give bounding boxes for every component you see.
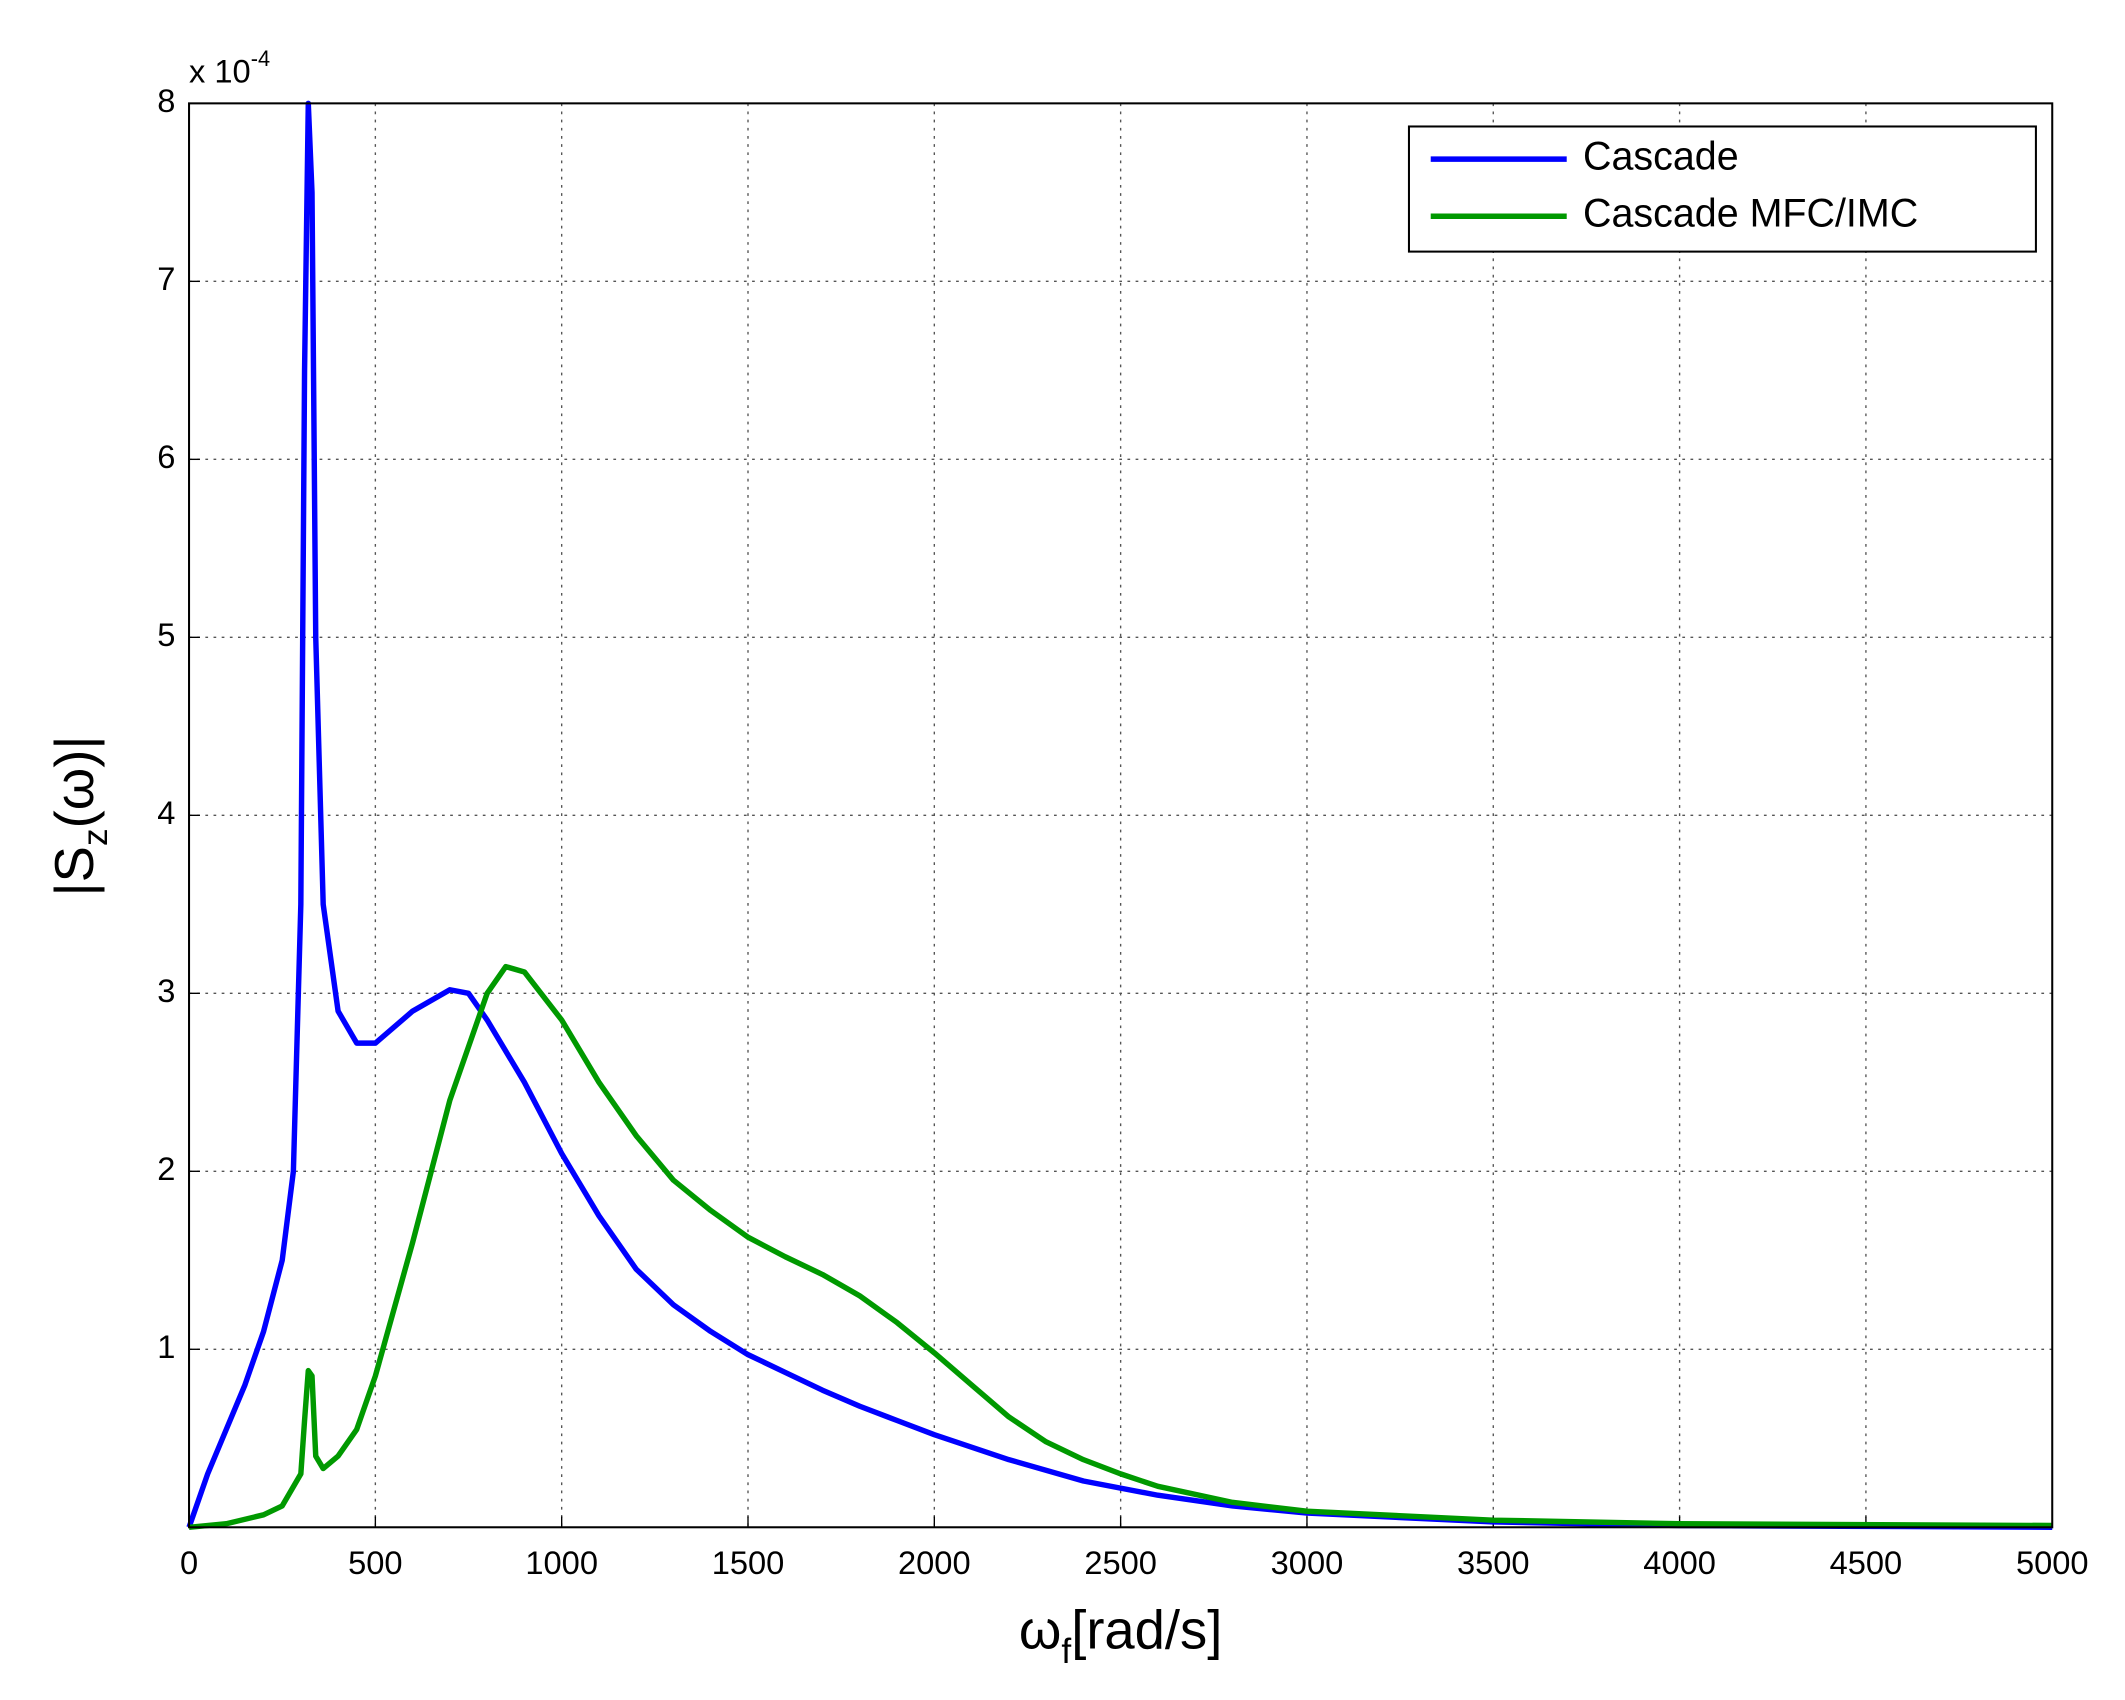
- multiplier-base: x 10: [189, 52, 251, 89]
- legend-box: [1407, 125, 2037, 253]
- legend-label: Cascade MFC/IMC: [1583, 192, 1918, 236]
- y-tick-label: 1: [157, 1328, 175, 1365]
- x-tick-label: 4000: [1643, 1544, 1716, 1581]
- x-axis-label: ωf[rad/s]: [1019, 1600, 1222, 1671]
- x-tick-label: 2500: [1084, 1544, 1157, 1581]
- x-tick-label: 1500: [712, 1544, 785, 1581]
- y-multiplier: x 10-4: [189, 46, 270, 89]
- y-label-prefix: |S: [44, 846, 105, 896]
- plot-frame: [188, 102, 2054, 1529]
- y-label-subscript: z: [76, 828, 115, 846]
- y-tick-label: 6: [157, 438, 175, 475]
- plot-lines: [186, 100, 2053, 1530]
- series-line: [186, 100, 2053, 1530]
- grid: [188, 102, 2053, 1528]
- x-tick-label: 1000: [525, 1544, 598, 1581]
- x-tick-label: 3500: [1457, 1544, 1530, 1581]
- legend: Cascade Cascade MFC/IMC: [1407, 125, 2037, 253]
- y-tick-label: 5: [157, 616, 175, 653]
- y-tick-label: 7: [157, 260, 175, 297]
- x-label-rest: [rad/s]: [1071, 1600, 1222, 1661]
- x-tick-label: 4500: [1830, 1544, 1903, 1581]
- y-label-rest: (ω)|: [44, 736, 105, 829]
- y-tick-label: 2: [157, 1150, 175, 1187]
- y-tick-label: 3: [157, 972, 175, 1009]
- legend-label: Cascade: [1583, 135, 1739, 179]
- x-label-symbol: ω: [1019, 1600, 1061, 1661]
- x-tick-label: 500: [348, 1544, 402, 1581]
- y-tick-label: 4: [157, 794, 175, 831]
- y-axis-label: |Sz(ω)|: [44, 736, 115, 897]
- x-tick-label: 3000: [1271, 1544, 1344, 1581]
- multiplier-exponent: -4: [251, 46, 270, 71]
- x-tick-label: 0: [180, 1544, 198, 1581]
- x-tick-label: 2000: [898, 1544, 971, 1581]
- x-label-subscript: f: [1061, 1632, 1071, 1671]
- y-tick-label: 8: [157, 82, 175, 119]
- series-line: [188, 963, 2053, 1530]
- x-tick-label: 5000: [2016, 1544, 2089, 1581]
